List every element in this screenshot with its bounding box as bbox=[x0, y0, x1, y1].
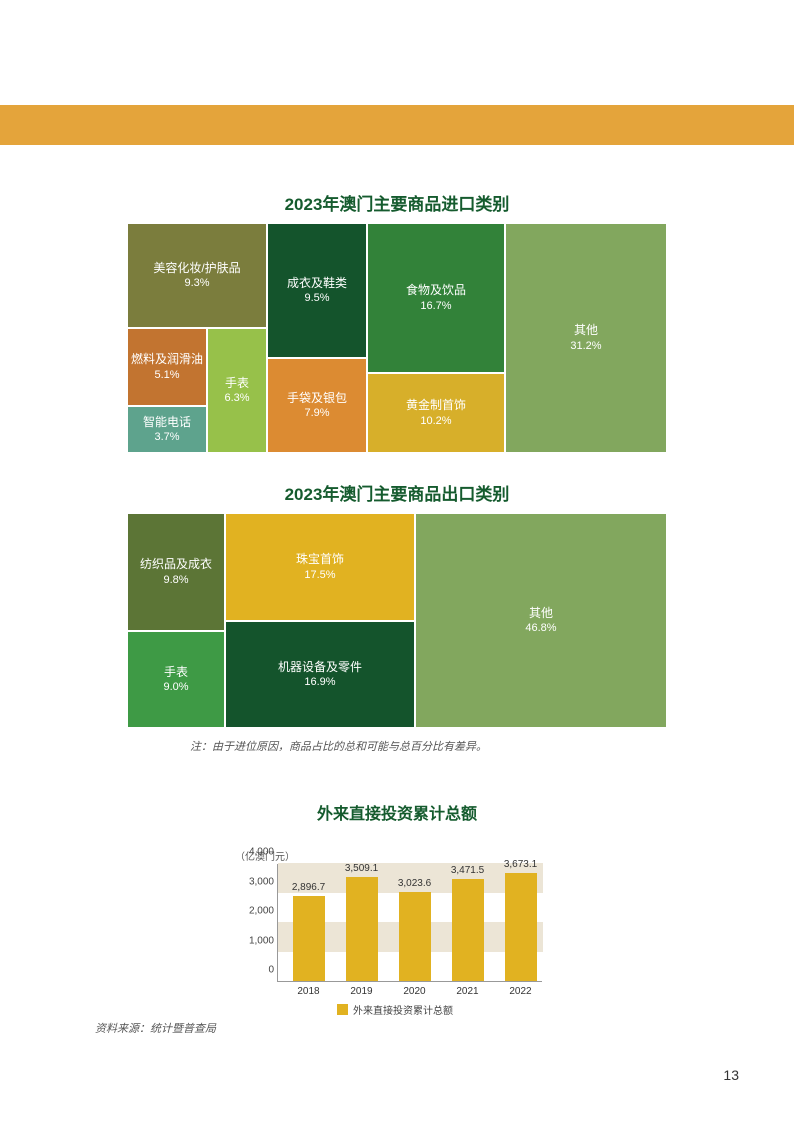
legend-swatch bbox=[337, 1004, 348, 1015]
page-number: 13 bbox=[723, 1067, 739, 1083]
treemap-tile: 纺织品及成衣9.8% bbox=[127, 513, 225, 631]
fdi-title: 外来直接投资累计总额 bbox=[0, 800, 794, 824]
exports-note: 注：由于进位原因，商品占比的总和可能与总百分比有差异。 bbox=[190, 738, 794, 754]
xtick: 2018 bbox=[289, 986, 329, 997]
bar-label: 3,673.1 bbox=[496, 859, 546, 870]
bar bbox=[505, 873, 537, 981]
source-text: 资料来源：统计暨普查局 bbox=[95, 1020, 216, 1036]
bar-label: 2,896.7 bbox=[284, 882, 334, 893]
bar-label: 3,509.1 bbox=[337, 863, 387, 874]
ytick: 3,000 bbox=[242, 876, 274, 887]
ytick: 1,000 bbox=[242, 935, 274, 946]
treemap-tile: 食物及饮品16.7% bbox=[367, 223, 505, 373]
legend-label: 外来直接投资累计总额 bbox=[353, 1002, 453, 1017]
bar bbox=[452, 879, 484, 981]
bar-label: 3,471.5 bbox=[443, 865, 493, 876]
treemap-tile: 黄金制首饰10.2% bbox=[367, 373, 505, 453]
fdi-legend: 外来直接投资累计总额 bbox=[337, 1002, 453, 1017]
xtick: 2021 bbox=[448, 986, 488, 997]
treemap-tile: 燃料及润滑油5.1% bbox=[127, 328, 207, 406]
treemap-tile: 手表6.3% bbox=[207, 328, 267, 453]
treemap-tile: 其他31.2% bbox=[505, 223, 667, 453]
ytick: 2,000 bbox=[242, 906, 274, 917]
top-banner bbox=[0, 105, 794, 145]
exports-title: 2023年澳门主要商品出口类别 bbox=[0, 480, 794, 505]
treemap-tile: 成衣及鞋类9.5% bbox=[267, 223, 367, 358]
xtick: 2019 bbox=[342, 986, 382, 997]
ytick: 4,000 bbox=[242, 847, 274, 858]
treemap-tile: 其他46.8% bbox=[415, 513, 667, 728]
treemap-tile: 智能电话3.7% bbox=[127, 406, 207, 453]
bar bbox=[346, 877, 378, 981]
treemap-tile: 手袋及银包7.9% bbox=[267, 358, 367, 453]
imports-treemap: 美容化妆/护肤品9.3%成衣及鞋类9.5%食物及饮品16.7%其他31.2% 燃料… bbox=[127, 223, 667, 453]
exports-treemap: 纺织品及成衣9.8%珠宝首饰17.5%其他46.8% 手表9.0%机器设备及零件1… bbox=[127, 513, 667, 728]
xtick: 2020 bbox=[395, 986, 435, 997]
treemap-tile: 手表9.0% bbox=[127, 631, 225, 728]
bar-label: 3,023.6 bbox=[390, 878, 440, 889]
ytick: 0 bbox=[242, 965, 274, 976]
treemap-tile: 美容化妆/护肤品9.3% bbox=[127, 223, 267, 328]
xtick: 2022 bbox=[501, 986, 541, 997]
imports-title: 2023年澳门主要商品进口类别 bbox=[0, 190, 794, 215]
bar bbox=[399, 892, 431, 981]
treemap-tile: 机器设备及零件16.9% bbox=[225, 621, 415, 728]
treemap-tile: 珠宝首饰17.5% bbox=[225, 513, 415, 621]
fdi-chart: （亿澳门元） 01,0002,0003,0004,0002,896.720183… bbox=[237, 824, 557, 1024]
bar bbox=[293, 896, 325, 981]
